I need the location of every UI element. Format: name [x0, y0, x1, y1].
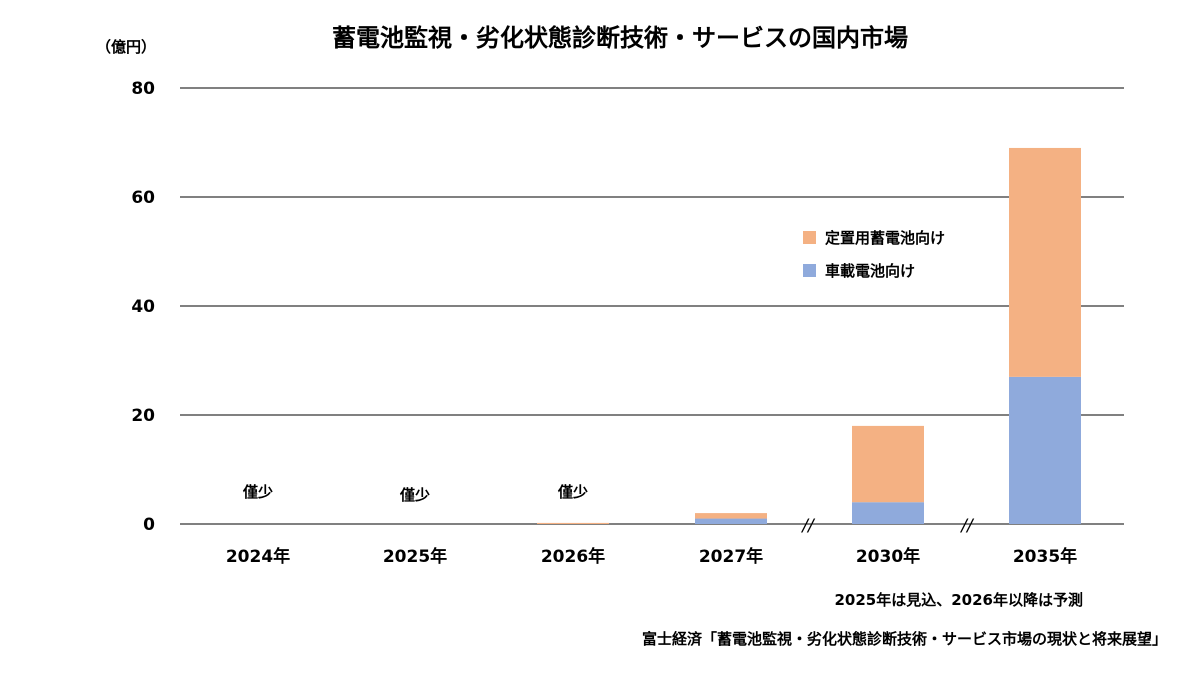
negligible-label: 僅少: [557, 483, 588, 501]
negligible-label: 僅少: [399, 486, 430, 504]
chart-title: 蓄電池監視・劣化状態診断技術・サービスの国内市場: [332, 24, 908, 52]
y-axis-ticks: 0 20 40 60 80: [131, 79, 155, 535]
bar-segment-stationary: [852, 425, 924, 503]
bar-segment-vehicle: [695, 518, 767, 524]
x-tick-label: 2030年: [856, 546, 920, 567]
bar-segment-stationary: [695, 513, 767, 519]
x-tick-label: 2024年: [226, 546, 290, 567]
y-tick-label: 20: [131, 406, 155, 426]
bars: [537, 147, 1081, 524]
x-tick-label: 2025年: [383, 546, 447, 567]
gridlines: [180, 87, 1124, 525]
legend-label: 定置用蓄電池向け: [825, 229, 945, 247]
value-annotations: 僅少 僅少 僅少: [242, 483, 588, 504]
y-axis-unit-label: （億円）: [96, 38, 156, 56]
x-tick-label: 2026年: [541, 546, 605, 567]
x-axis-ticks: 2024年 2025年 2026年 2027年 2030年 2035年: [226, 546, 1077, 567]
axis-break-marks: // //: [800, 516, 975, 536]
legend-swatch: [803, 264, 816, 277]
axis-break-mark: //: [959, 516, 975, 536]
bar-segment-stationary: [1009, 147, 1081, 377]
y-tick-label: 0: [143, 515, 155, 535]
source-credit: 富士経済「蓄電池監視・劣化状態診断技術・サービス市場の現状と将来展望」: [642, 630, 1167, 648]
forecast-note: 2025年は見込、2026年以降は予測: [835, 591, 1084, 609]
bar-segment-stationary: [537, 522, 609, 524]
y-tick-label: 40: [131, 297, 155, 317]
y-tick-label: 60: [131, 188, 155, 208]
axis-break-mark: //: [800, 516, 816, 536]
bar-segment-vehicle: [1009, 376, 1081, 524]
bar-segment-vehicle: [852, 502, 924, 524]
legend-label: 車載電池向け: [825, 262, 915, 280]
x-tick-label: 2035年: [1013, 546, 1077, 567]
legend-swatch: [803, 231, 816, 244]
negligible-label: 僅少: [242, 483, 273, 501]
y-tick-label: 80: [131, 79, 155, 99]
x-tick-label: 2027年: [699, 546, 763, 567]
